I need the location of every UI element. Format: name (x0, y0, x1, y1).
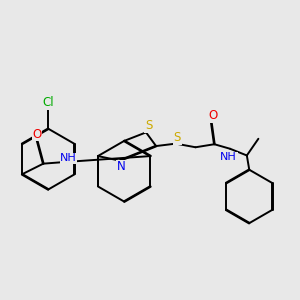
Text: O: O (33, 128, 42, 141)
Text: S: S (174, 131, 181, 144)
Text: O: O (208, 109, 218, 122)
Text: NH: NH (220, 152, 237, 162)
Text: N: N (117, 160, 126, 173)
Text: Cl: Cl (43, 96, 54, 110)
Text: S: S (145, 119, 152, 132)
Text: NH: NH (60, 154, 77, 164)
